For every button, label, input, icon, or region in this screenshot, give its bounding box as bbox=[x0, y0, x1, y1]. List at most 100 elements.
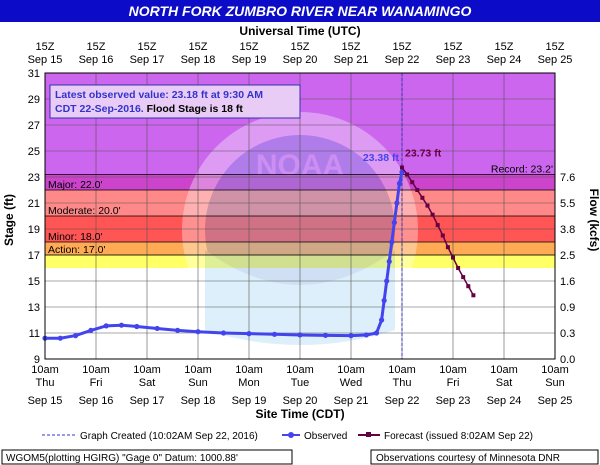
bottom-weekday-label: Mon bbox=[238, 377, 259, 389]
forecast-point bbox=[430, 212, 435, 217]
bottom-time-label: 10am bbox=[133, 364, 161, 376]
observed-point bbox=[220, 330, 227, 336]
bottom-date-label: Sep 16 bbox=[79, 395, 114, 407]
top-date-label: Sep 16 bbox=[79, 54, 114, 66]
forecast-point bbox=[435, 223, 440, 228]
forecast-point bbox=[466, 284, 471, 289]
bottom-weekday-label: Thu bbox=[36, 377, 55, 389]
observed-point bbox=[394, 200, 400, 206]
y-tick-label: 11 bbox=[29, 328, 40, 340]
threshold-label-moderate: Moderate: 20.0' bbox=[48, 205, 121, 217]
observed-point bbox=[363, 332, 369, 338]
top-axis-label: Universal Time (UTC) bbox=[239, 24, 360, 38]
left-axis-label: Stage (ft) bbox=[2, 194, 16, 246]
bottom-date-label: Sep 22 bbox=[385, 395, 420, 407]
bottom-time-label: 10am bbox=[388, 364, 416, 376]
top-date-label: Sep 25 bbox=[538, 54, 573, 66]
observed-point bbox=[175, 327, 181, 333]
bottom-time-label: 10am bbox=[286, 364, 314, 376]
observed-point bbox=[195, 329, 201, 335]
legend-observed: Observed bbox=[304, 431, 347, 442]
observed-peak-label: 23.38 ft bbox=[363, 152, 400, 164]
bottom-time-label: 10am bbox=[184, 364, 212, 376]
forecast-point bbox=[405, 172, 410, 177]
legend-forecast: Forecast (issued 8:02AM Sep 22) bbox=[384, 431, 533, 442]
bottom-date-label: Sep 25 bbox=[538, 395, 573, 407]
threshold-label-action: Action: 17.0' bbox=[48, 244, 105, 256]
right-axis-label: Flow (kcfs) bbox=[587, 189, 600, 252]
footer-left: WGOM5(plotting HGIRG) "Gage 0" Datum: 10… bbox=[6, 453, 238, 464]
bottom-date-label: Sep 23 bbox=[436, 395, 471, 407]
top-time-label: 15Z bbox=[240, 41, 259, 53]
info-line-2: CDT 22-Sep-2016. Flood Stage is 18 ft bbox=[55, 103, 243, 115]
bottom-weekday-label: Sat bbox=[139, 377, 156, 389]
observed-point bbox=[297, 332, 303, 338]
observed-point bbox=[73, 333, 79, 339]
observed-point bbox=[57, 335, 63, 341]
observed-point bbox=[322, 332, 329, 338]
bottom-weekday-label: Tue bbox=[291, 377, 310, 389]
title-bar bbox=[0, 0, 600, 22]
top-date-label: Sep 23 bbox=[436, 54, 471, 66]
y-tick-label: 13 bbox=[28, 302, 40, 314]
top-date-label: Sep 19 bbox=[232, 54, 267, 66]
bottom-weekday-label: Thu bbox=[393, 377, 412, 389]
data-series: 23.38 ft 23.73 ft bbox=[42, 148, 476, 341]
flow-tick-label: 1.6 bbox=[560, 276, 575, 288]
forecast-point bbox=[415, 188, 420, 192]
bottom-time-label: 10am bbox=[31, 364, 59, 376]
footer-right-box bbox=[370, 449, 599, 465]
observed-point bbox=[373, 330, 380, 336]
bottom-date-label: Sep 24 bbox=[487, 395, 522, 407]
flow-tick-label: 3.8 bbox=[560, 224, 575, 236]
forecast-point bbox=[400, 165, 404, 170]
footer-right: Observations courtesy of Minnesota DNR bbox=[376, 453, 560, 464]
threshold-label-record: Record: 23.2' bbox=[491, 163, 553, 175]
flow-tick-label: 0.9 bbox=[560, 302, 575, 314]
top-date-label: Sep 18 bbox=[181, 54, 216, 66]
observed-point bbox=[134, 323, 140, 330]
observed-point bbox=[348, 333, 354, 339]
info-date: CDT 22-Sep-2016. bbox=[55, 103, 144, 115]
threshold-labels: Record: 23.2' Major: 22.0' Moderate: 20.0'… bbox=[45, 163, 555, 256]
y-tick-label: 27 bbox=[28, 120, 40, 132]
bottom-weekday-label: Sun bbox=[188, 377, 208, 389]
forecast-point bbox=[471, 293, 476, 298]
bottom-weekday-label: Sat bbox=[496, 377, 513, 389]
observed-point bbox=[391, 219, 397, 226]
observed-point bbox=[386, 258, 392, 265]
bottom-weekday-label: Fri bbox=[90, 377, 103, 389]
observed-point bbox=[118, 322, 125, 328]
flow-tick-label: 0.3 bbox=[560, 328, 575, 340]
bottom-time-label: 10am bbox=[337, 364, 365, 376]
top-time-label: 15Z bbox=[342, 41, 361, 53]
top-time-label: 15Z bbox=[495, 41, 514, 53]
observed-point bbox=[389, 239, 395, 245]
forecast-point bbox=[425, 203, 430, 208]
y-tick-label: 29 bbox=[28, 94, 40, 106]
observed-point bbox=[399, 169, 405, 175]
top-time-label: 15Z bbox=[444, 41, 463, 53]
axes: 9 11 13 15 17 19 21 23 25 27 29 31 0.0 0.3 0.9 1.6 2.5 3.… bbox=[28, 41, 576, 407]
observed-point bbox=[246, 331, 252, 337]
top-date-label: Sep 22 bbox=[385, 54, 420, 66]
plot-frame bbox=[44, 72, 556, 360]
top-time-label: 15Z bbox=[189, 41, 208, 53]
bottom-date-label: Sep 20 bbox=[283, 395, 318, 407]
bottom-date-label: Sep 19 bbox=[232, 395, 267, 407]
top-time-label: 15Z bbox=[291, 41, 310, 53]
flow-tick-label: 7.6 bbox=[560, 172, 575, 184]
forecast-peak-label: 23.73 ft bbox=[405, 148, 442, 160]
flow-tick-label: 0.0 bbox=[560, 354, 575, 366]
info-flood-stage: Flood Stage is 18 ft bbox=[144, 103, 244, 115]
observed-point bbox=[88, 327, 94, 333]
y-tick-label: 15 bbox=[28, 276, 40, 288]
y-tick-label: 25 bbox=[28, 146, 40, 158]
bottom-time-label: 10am bbox=[235, 364, 263, 376]
forecast-point bbox=[420, 195, 425, 200]
footer-left-box bbox=[1, 449, 293, 465]
top-date-label: Sep 17 bbox=[130, 54, 165, 66]
threshold-label-minor: Minor: 18.0' bbox=[48, 231, 103, 243]
bottom-weekday-label: Sun bbox=[545, 377, 565, 389]
